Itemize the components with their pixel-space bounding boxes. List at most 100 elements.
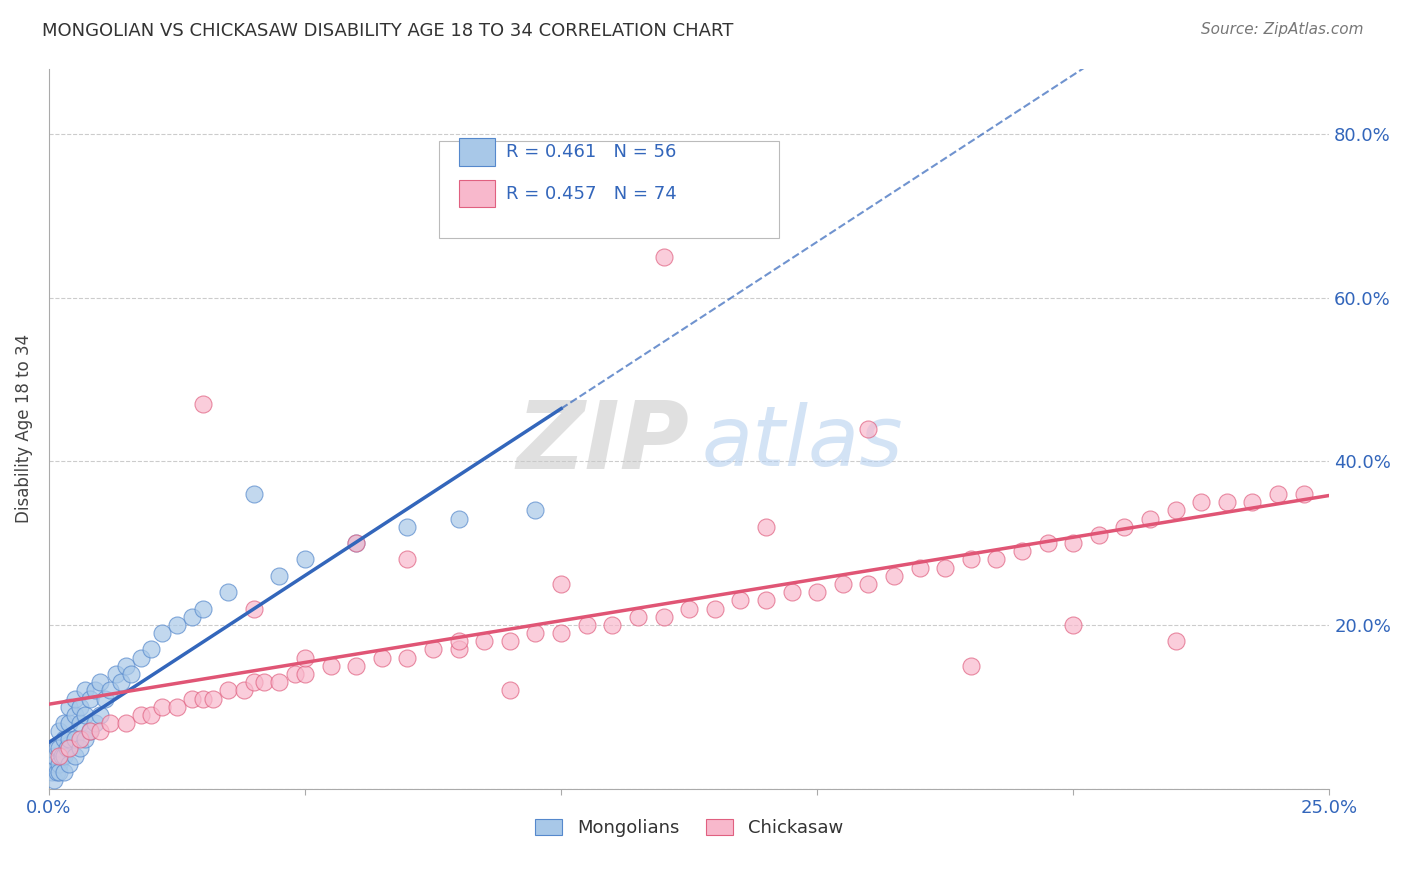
Point [371, 650, 394, 665]
Point [58, 699, 80, 714]
Point [1241, 495, 1264, 509]
Point [73, 707, 96, 722]
Point [447, 511, 470, 525]
Point [63, 748, 86, 763]
Point [69, 699, 91, 714]
Point [63, 732, 86, 747]
Point [217, 585, 239, 599]
Point [42, 748, 65, 763]
Legend: Mongolians, Chickasaw: Mongolians, Chickasaw [529, 812, 851, 845]
Point [129, 707, 152, 722]
Point [934, 560, 956, 574]
Point [986, 552, 1008, 566]
Point [294, 552, 316, 566]
Point [114, 716, 136, 731]
Point [447, 634, 470, 648]
Text: R = 0.461   N = 56: R = 0.461 N = 56 [506, 143, 676, 161]
Point [524, 503, 547, 517]
Point [63, 691, 86, 706]
Point [84, 683, 107, 698]
Point [344, 536, 367, 550]
Point [472, 634, 495, 648]
Point [499, 634, 522, 648]
Point [56, 740, 79, 755]
Point [150, 699, 173, 714]
Point [217, 683, 239, 698]
Point [191, 601, 214, 615]
Point [1036, 536, 1059, 550]
Point [191, 691, 214, 706]
Point [294, 650, 316, 665]
Point [284, 667, 307, 681]
Point [396, 519, 419, 533]
Point [73, 683, 96, 698]
Point [48, 748, 70, 763]
Point [48, 724, 70, 739]
Point [652, 609, 675, 624]
Point [959, 658, 981, 673]
Text: ZIP: ZIP [516, 397, 689, 489]
Point [69, 740, 91, 755]
Point [243, 487, 266, 501]
Text: atlas: atlas [702, 402, 904, 483]
Point [1114, 519, 1136, 533]
Point [1088, 528, 1111, 542]
Point [755, 519, 778, 533]
Point [181, 691, 204, 706]
Point [858, 577, 880, 591]
Point [1189, 495, 1212, 509]
Point [678, 601, 700, 615]
Point [253, 675, 276, 690]
Point [48, 740, 70, 755]
Point [141, 642, 163, 657]
Point [181, 609, 204, 624]
Point [730, 593, 752, 607]
Point [48, 765, 70, 780]
Point [45, 765, 67, 780]
Point [269, 675, 291, 690]
Point [53, 732, 76, 747]
Point [104, 667, 127, 681]
Point [959, 552, 981, 566]
Point [396, 552, 419, 566]
Point [269, 569, 291, 583]
Point [232, 683, 254, 698]
Point [41, 765, 63, 780]
Point [63, 707, 86, 722]
Point [58, 732, 80, 747]
Point [191, 397, 214, 411]
Point [344, 536, 367, 550]
Point [550, 626, 572, 640]
Point [110, 675, 132, 690]
Point [100, 716, 122, 731]
Bar [458, 138, 495, 166]
Point [69, 732, 91, 747]
Point [94, 691, 117, 706]
Point [45, 740, 67, 755]
Point [652, 250, 675, 264]
Point [114, 658, 136, 673]
Point [575, 618, 598, 632]
Point [89, 675, 111, 690]
Point [499, 683, 522, 698]
Point [166, 618, 188, 632]
Point [806, 585, 828, 599]
Point [141, 707, 163, 722]
Point [883, 569, 905, 583]
Point [422, 642, 444, 657]
Point [201, 691, 224, 706]
Text: MONGOLIAN VS CHICKASAW DISABILITY AGE 18 TO 34 CORRELATION CHART: MONGOLIAN VS CHICKASAW DISABILITY AGE 18… [42, 22, 734, 40]
Point [73, 732, 96, 747]
Point [42, 773, 65, 788]
Text: R = 0.457   N = 74: R = 0.457 N = 74 [506, 185, 676, 202]
Point [703, 601, 725, 615]
Point [166, 699, 188, 714]
Point [58, 716, 80, 731]
Point [1062, 536, 1084, 550]
Point [53, 765, 76, 780]
Point [48, 756, 70, 771]
Point [1267, 487, 1289, 501]
Point [150, 626, 173, 640]
Point [79, 691, 101, 706]
Point [89, 707, 111, 722]
